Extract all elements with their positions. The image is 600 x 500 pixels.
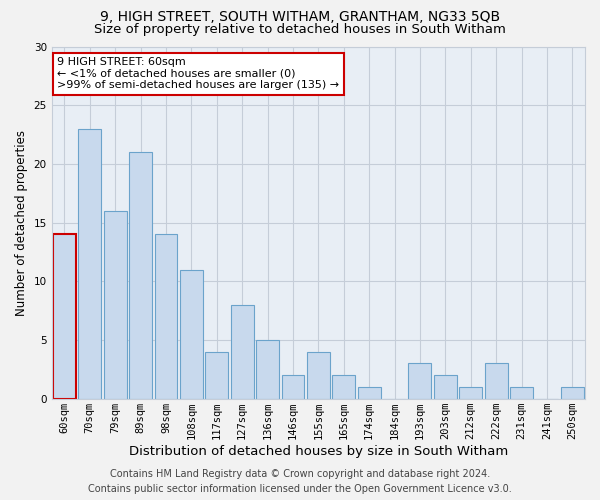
Text: 9 HIGH STREET: 60sqm
← <1% of detached houses are smaller (0)
>99% of semi-detac: 9 HIGH STREET: 60sqm ← <1% of detached h…: [57, 57, 339, 90]
Bar: [485, 364, 508, 398]
Bar: [358, 387, 380, 398]
Bar: [459, 387, 482, 398]
Bar: [281, 375, 304, 398]
Bar: [104, 211, 127, 398]
Bar: [180, 270, 203, 398]
Bar: [231, 305, 254, 398]
Bar: [510, 387, 533, 398]
Bar: [129, 152, 152, 398]
X-axis label: Distribution of detached houses by size in South Witham: Distribution of detached houses by size …: [129, 444, 508, 458]
Bar: [332, 375, 355, 398]
Bar: [155, 234, 178, 398]
Y-axis label: Number of detached properties: Number of detached properties: [15, 130, 28, 316]
Text: Contains HM Land Registry data © Crown copyright and database right 2024.
Contai: Contains HM Land Registry data © Crown c…: [88, 468, 512, 493]
Bar: [256, 340, 279, 398]
Text: Size of property relative to detached houses in South Witham: Size of property relative to detached ho…: [94, 22, 506, 36]
Bar: [205, 352, 228, 399]
Bar: [409, 364, 431, 398]
Bar: [561, 387, 584, 398]
Bar: [53, 234, 76, 398]
Bar: [434, 375, 457, 398]
Bar: [79, 128, 101, 398]
Text: 9, HIGH STREET, SOUTH WITHAM, GRANTHAM, NG33 5QB: 9, HIGH STREET, SOUTH WITHAM, GRANTHAM, …: [100, 10, 500, 24]
Bar: [307, 352, 330, 399]
